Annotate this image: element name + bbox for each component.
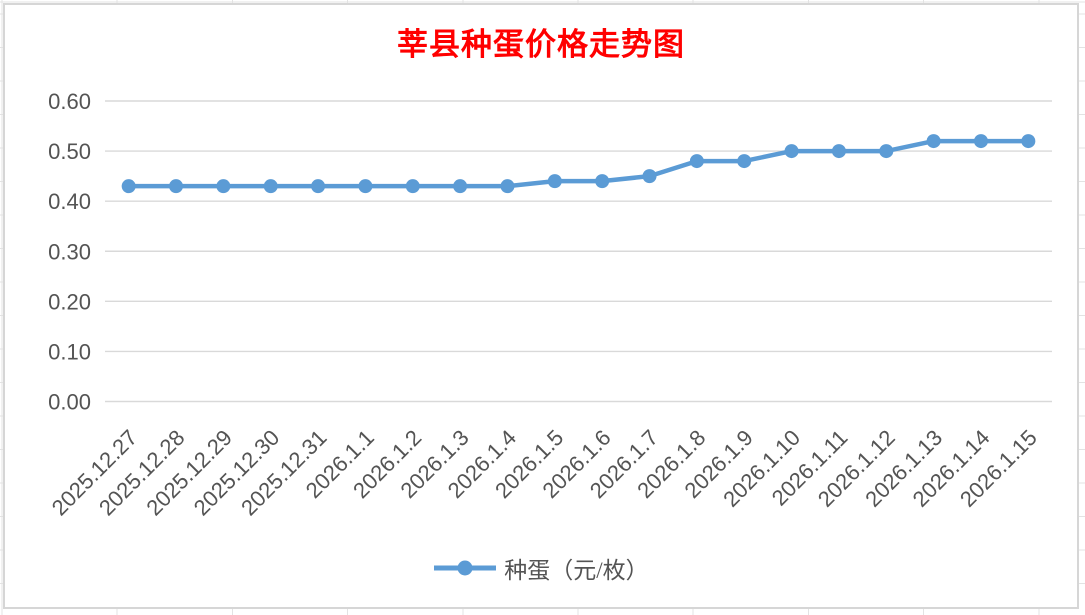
data-point-marker[interactable] [169, 179, 184, 194]
data-point-marker[interactable] [973, 134, 988, 149]
data-point-marker[interactable] [500, 179, 515, 194]
data-point-marker[interactable] [216, 179, 231, 194]
data-point-marker[interactable] [831, 144, 846, 159]
y-axis-tick-label: 0.50 [48, 139, 91, 164]
data-point-marker[interactable] [642, 169, 657, 184]
data-point-marker[interactable] [737, 154, 752, 169]
data-point-marker[interactable] [358, 179, 373, 194]
plot-area: 0.000.100.200.300.400.500.602025.12.2720… [47, 89, 1052, 520]
series-line[interactable] [126, 138, 1031, 189]
chart-legend[interactable]: 种蛋（元/枚） [5, 551, 1077, 585]
data-point-marker[interactable] [926, 134, 941, 149]
data-point-marker[interactable] [263, 179, 278, 194]
legend-label: 种蛋（元/枚） [504, 558, 649, 583]
y-axis-tick-label: 0.30 [48, 239, 91, 264]
data-point-marker[interactable] [879, 144, 894, 159]
data-point-marker[interactable] [405, 179, 420, 194]
y-axis-tick-label: 0.20 [48, 289, 91, 314]
data-point-marker[interactable] [1021, 134, 1036, 149]
chart-title[interactable]: 莘县种蛋价格走势图 [397, 27, 685, 62]
line-series-legend-icon [434, 560, 497, 576]
data-point-marker[interactable] [453, 179, 468, 194]
data-point-marker[interactable] [784, 144, 799, 159]
y-axis-tick-label: 0.40 [48, 189, 91, 214]
data-point-marker[interactable] [595, 174, 610, 189]
data-point-marker[interactable] [311, 179, 326, 194]
data-point-marker[interactable] [121, 179, 136, 194]
chart-canvas[interactable]: 0.00 0.10 0.20 0.30 0.40 0.50 0.60 2025.12.27 20… [3, 3, 1079, 609]
data-point-marker[interactable] [547, 174, 562, 189]
y-axis-tick-label: 0.00 [48, 390, 91, 415]
y-axis-tick-label: 0.10 [48, 339, 91, 364]
data-point-marker[interactable] [689, 154, 704, 169]
y-axis-tick-label: 0.60 [48, 89, 91, 114]
